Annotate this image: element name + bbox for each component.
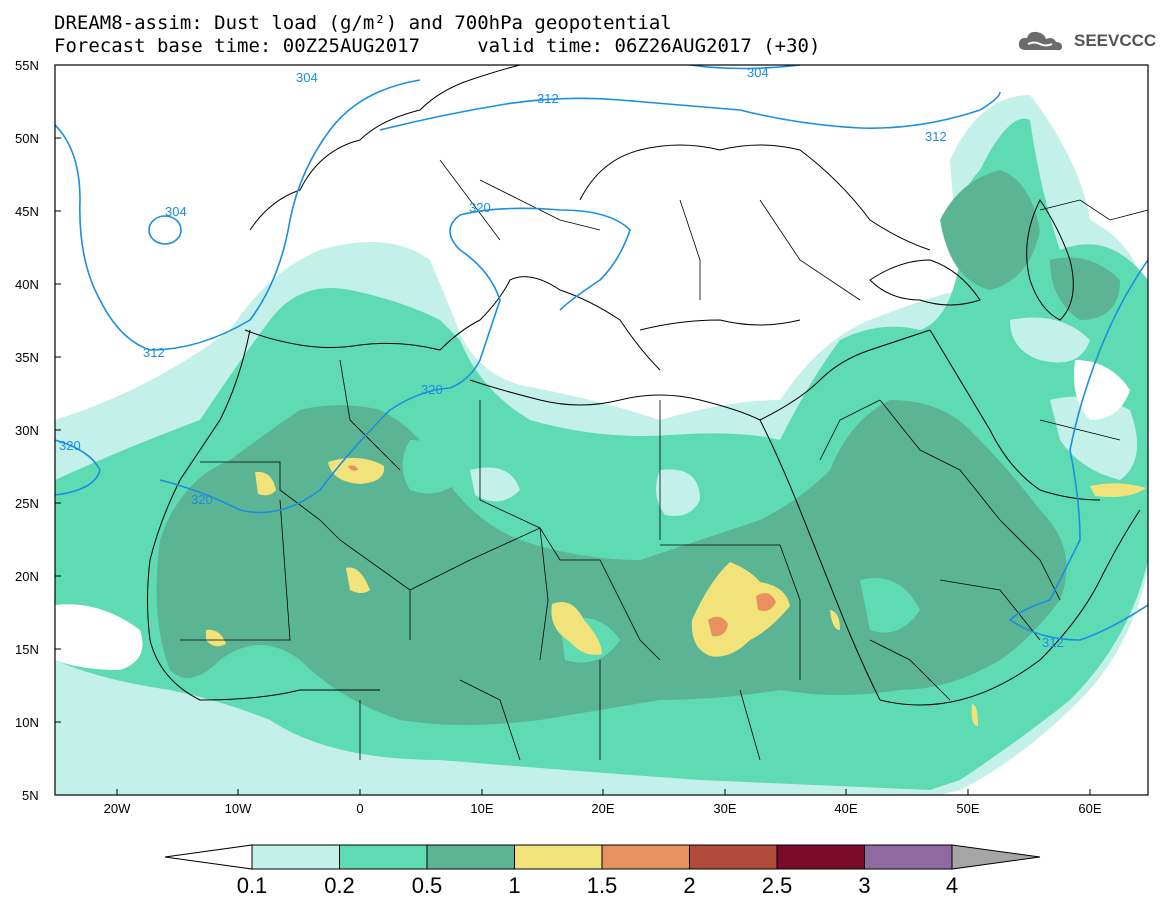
clear-area-arabia [1050,396,1138,480]
colorbar-cell-2 [689,844,778,870]
lon-label-20e: 20E [591,801,614,816]
colorbar-cell-1.5 [601,844,690,870]
dust-band-1-f [206,629,226,647]
lon-label-30e: 30E [713,801,736,816]
seevccc-logo: SEEVCCC [1016,28,1156,54]
colorbar-cell-2.5 [776,844,865,870]
contour-label-320-a: 320 [59,438,81,453]
colorbar-label-0.1: 0.1 [237,873,268,898]
lat-label-45n: 45N [15,204,39,219]
dust-band-1-g [1090,483,1146,497]
colorbar-label-0.2: 0.2 [324,873,355,898]
colorbar: 0.1 0.2 0.5 1 1.5 2 2.5 3 4 [164,844,1041,898]
dust-band-1-b [255,471,276,496]
lat-label-10n: 10N [15,715,39,730]
clear-area-egypt [656,469,700,516]
colorbar-label-4: 4 [946,873,958,898]
dust-band-1-i [971,704,978,726]
geopotential-contours [55,65,1148,641]
logo-text: SEEVCCC [1074,31,1157,50]
lon-label-20w: 20W [104,801,131,816]
dust-band-1.5-a [708,616,728,637]
longitude-axis: 20W 10W 0 10E 20E 30E 40E 50E 60E [104,789,1102,816]
lon-label-10w: 10W [225,801,252,816]
cloud-logo-icon [1018,31,1062,51]
lat-label-40n: 40N [15,277,39,292]
lon-label-60e: 60E [1078,801,1101,816]
contour-label-320-c: 320 [421,382,443,397]
contour-label-304-c: 304 [747,65,769,80]
colorbar-low-triangle [164,844,253,870]
contour-320-mid [159,207,631,514]
lat-label-30n: 30N [15,423,39,438]
lon-label-10e: 10E [470,801,493,816]
contour-label-312-c: 312 [925,129,947,144]
colorbar-label-0.5: 0.5 [412,873,443,898]
contour-label-304-b: 304 [296,70,318,85]
forecast-times: Forecast base time: 00Z25AUG2017 valid t… [54,35,821,57]
dust-band-1-h [830,610,840,630]
contour-312 [379,91,1001,131]
colorbar-label-1.5: 1.5 [587,873,618,898]
lat-label-50n: 50N [15,131,39,146]
lat-label-20n: 20N [15,569,39,584]
dust-island-0.2-a [402,440,460,494]
dust-band-1-a [328,457,385,484]
dust-band-1-d [551,602,602,655]
map-title: DREAM8-assim: Dust load (g/m²) and 700hP… [54,12,672,34]
contour-label-320-b: 320 [191,492,213,507]
dust-band-1.5-b [756,593,776,611]
lat-label-15n: 15N [15,642,39,657]
contour-304-loop [148,215,182,245]
clear-area-mideast [470,467,520,502]
dust-band-1-c [346,567,370,593]
country-borders [180,159,1148,761]
colorbar-label-2: 2 [683,873,695,898]
colorbar-label-2.5: 2.5 [762,873,793,898]
lat-label-25n: 25N [15,496,39,511]
colorbar-cell-0.1 [251,844,340,870]
colorbar-cell-0.2 [339,844,428,870]
lon-label-0: 0 [356,801,363,816]
dust-band-1.5-c [348,465,358,471]
colorbar-label-1: 1 [508,873,520,898]
contour-label-312-d: 312 [1042,635,1064,650]
lat-label-5n: 5N [22,788,39,803]
dust-band-0.5 [156,400,1067,725]
latitude-axis: 55N 50N 45N 40N 35N 30N 25N 20N 15N 10N … [15,58,61,803]
clear-area-west [55,604,143,670]
dust-fields [55,95,1148,795]
contour-label-304-a: 304 [165,204,187,219]
lat-label-55n: 55N [15,58,39,73]
colorbar-high-triangle [951,844,1041,870]
colorbar-cell-1 [514,844,603,870]
lat-label-35n: 35N [15,350,39,365]
clear-area-ne [1010,317,1090,363]
contour-label-boxes: 304 304 304 312 312 312 312 320 320 320 … [59,65,1064,650]
colorbar-cell-0.5 [426,844,515,870]
dust-band-0.5-caspian [1050,257,1120,320]
contour-320-west [55,439,101,496]
contour-label-320-d: 320 [469,200,491,215]
dust-island-0.2-c [860,578,920,633]
colorbar-cell-3 [864,844,953,870]
contour-label-312-b: 312 [537,91,559,106]
contour-304-north [689,65,801,70]
clear-area-persia [1074,360,1130,420]
lon-label-40e: 40E [834,801,857,816]
contour-304-west [55,79,421,351]
colorbar-label-3: 3 [858,873,870,898]
dust-band-0.5-north [940,170,1040,290]
coastlines [147,65,1141,706]
lon-label-50e: 50E [956,801,979,816]
contour-312-east [1008,259,1148,641]
contour-label-312-a: 312 [143,345,165,360]
